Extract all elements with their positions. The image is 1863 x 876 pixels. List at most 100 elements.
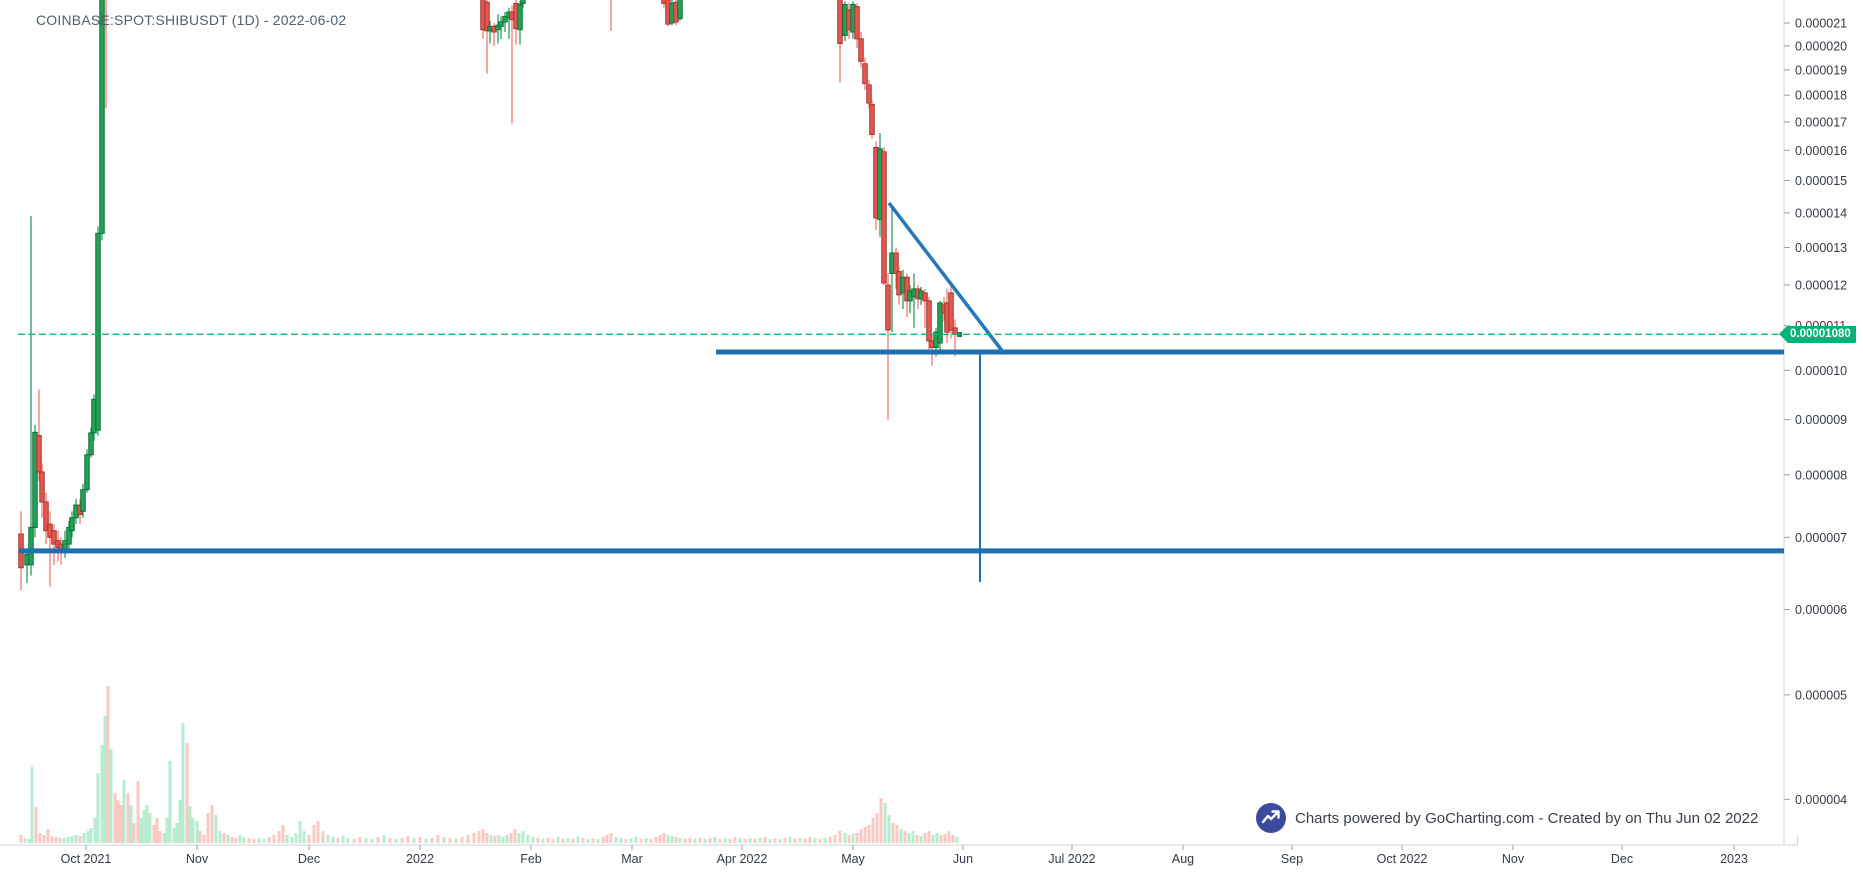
plot-area[interactable]	[18, 0, 1784, 843]
volume-bar	[674, 837, 678, 843]
price-tick-label: 0.000020	[1795, 39, 1847, 53]
volume-bar	[155, 818, 159, 843]
volume-bar	[34, 807, 38, 843]
price-tick-label: 0.000008	[1795, 468, 1847, 482]
volume-bar	[103, 716, 107, 843]
candle-body	[39, 471, 45, 503]
volume-bar	[708, 838, 712, 843]
volume-bar	[252, 839, 256, 843]
candle-body	[99, 0, 105, 234]
volume-bar	[277, 831, 281, 843]
volume-bar	[605, 835, 609, 843]
volume-bar	[581, 838, 585, 843]
volume-bar	[312, 825, 316, 843]
volume-bar	[247, 838, 251, 843]
volume-bar	[62, 838, 66, 843]
volume-bar	[818, 839, 822, 843]
candle-body	[66, 526, 72, 545]
volume-bar	[336, 838, 340, 843]
volume-bar	[321, 831, 325, 843]
volume-bar	[352, 839, 356, 843]
candle-body	[881, 151, 887, 284]
volume-bar	[713, 837, 717, 843]
volume-bar	[871, 818, 875, 843]
volume-bar	[693, 839, 697, 843]
volume-bar	[298, 821, 302, 843]
volume-bar	[513, 829, 517, 843]
volume-bar	[113, 793, 117, 843]
descending-trendline[interactable]	[887, 201, 1005, 354]
candle-body	[43, 501, 49, 532]
volume-bar	[238, 835, 242, 843]
volume-bar	[448, 838, 452, 843]
volume-bar	[162, 833, 166, 843]
candle-body	[495, 24, 501, 31]
volume-bar	[591, 838, 595, 843]
volume-bar	[517, 833, 521, 843]
candle-body	[80, 489, 86, 512]
volume-bar	[142, 810, 146, 843]
volume-bar	[226, 835, 230, 843]
time-tick-label: Oct 2021	[61, 852, 112, 866]
volume-bar	[788, 837, 792, 843]
time-tick-label: Jul 2022	[1048, 852, 1095, 866]
volume-bar	[813, 838, 817, 843]
candle-body	[922, 292, 928, 302]
volume-bar	[70, 836, 74, 843]
price-tick-label: 0.000005	[1795, 688, 1847, 702]
volume-bar	[341, 836, 345, 843]
volume-bar	[883, 803, 887, 843]
candle-body	[484, 1, 490, 32]
chart-footer[interactable]: Charts powered by GoCharting.com - Creat…	[1256, 803, 1758, 833]
chart-title: COINBASE:SPOT:SHIBUSDT (1D) - 2022-06-02	[36, 12, 347, 28]
volume-bar	[272, 835, 276, 843]
volume-bar	[442, 837, 446, 843]
volume-bar	[773, 838, 777, 843]
candle-body	[904, 276, 910, 302]
volume-bar	[370, 839, 374, 843]
volume-bar	[654, 837, 658, 843]
volume-bar	[907, 833, 911, 843]
badge-arrow-icon	[1779, 325, 1787, 342]
volume-bar	[838, 831, 842, 843]
volume-bar	[294, 833, 298, 843]
volume-bar	[230, 837, 234, 843]
volume-bar	[181, 723, 185, 843]
volume-bar	[346, 838, 350, 843]
volume-bar	[536, 838, 540, 843]
volume-bar	[919, 836, 923, 843]
volume-bar	[152, 825, 156, 843]
volume-bar	[195, 821, 199, 843]
time-tick-label: Dec	[298, 852, 320, 866]
volume-bar	[66, 837, 70, 843]
time-tick-label: Apr 2022	[717, 852, 768, 866]
volume-bar	[501, 837, 505, 843]
volume-bar	[93, 818, 97, 843]
volume-bar	[493, 836, 497, 843]
volume-bar	[481, 829, 485, 843]
volume-bar	[531, 837, 535, 843]
volume-bar	[833, 835, 837, 843]
time-tick-label: 2022	[406, 852, 434, 866]
volume-bar	[302, 831, 306, 843]
candle-body	[661, 0, 667, 4]
volume-bar	[634, 837, 638, 843]
volume-bar	[649, 839, 653, 843]
volume-bar	[477, 831, 481, 843]
volume-bar	[188, 806, 192, 843]
footer-credit-text: Charts powered by GoCharting.com - Creat…	[1295, 809, 1759, 827]
candle-body	[866, 84, 872, 104]
volume-bar	[931, 835, 935, 843]
volume-bar	[191, 818, 195, 843]
volume-bar	[688, 838, 692, 843]
volume-bar	[683, 839, 687, 843]
volume-bar	[867, 825, 871, 843]
volume-bar	[58, 838, 62, 843]
volume-bar	[38, 833, 42, 843]
volume-bar	[911, 831, 915, 843]
price-tick-label: 0.000014	[1795, 206, 1847, 220]
candle-body	[517, 3, 523, 31]
volume-bar	[947, 831, 951, 843]
price-tick-label: 0.000016	[1795, 144, 1847, 158]
